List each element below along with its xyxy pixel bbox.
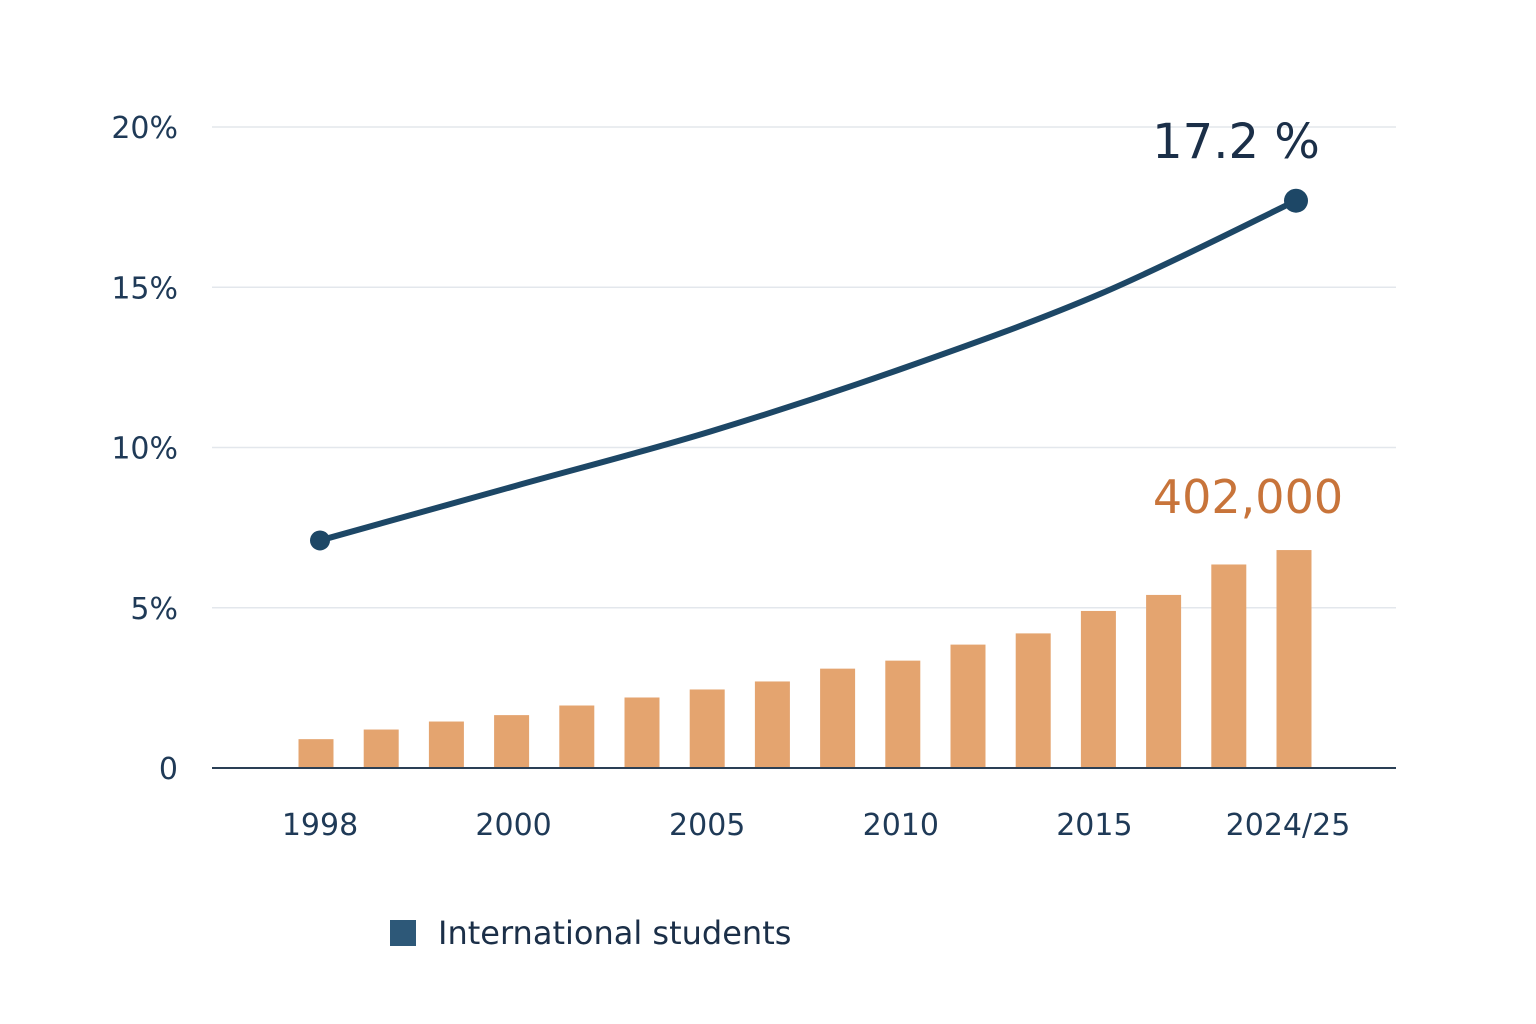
line-end-label: 17.2 % (1152, 114, 1320, 170)
annotations: 17.2 % 402,000 (1152, 114, 1343, 524)
y-tick-label: 15% (111, 271, 178, 306)
legend: International students (390, 914, 791, 952)
y-tick-label: 0 (159, 752, 178, 787)
bar (1015, 633, 1051, 768)
x-axis-labels: 1998 2000 2005 2010 2015 2024/25 (282, 808, 1351, 843)
x-tick-label: 2010 (863, 808, 939, 843)
bar-series (298, 550, 1312, 768)
bar-end-label: 402,000 (1153, 470, 1343, 524)
bar (1276, 550, 1312, 768)
line-start-point (310, 530, 330, 551)
bar (1146, 594, 1182, 768)
bar (494, 715, 530, 768)
y-axis-labels: 0 5% 10% 15% 20% (111, 111, 178, 787)
bar (298, 739, 334, 768)
legend-swatch (390, 920, 416, 946)
bar (950, 644, 986, 768)
bar (885, 660, 921, 768)
x-tick-label: 2015 (1056, 808, 1132, 843)
bar (559, 705, 595, 768)
y-tick-label: 5% (130, 592, 178, 627)
x-tick-label: 2024/25 (1226, 808, 1351, 843)
line-path (317, 197, 1299, 544)
bar (1080, 610, 1116, 768)
bar (1211, 564, 1247, 768)
gridlines (212, 126, 1396, 609)
bar (754, 681, 790, 768)
bar (689, 689, 725, 768)
line-end-point (1284, 188, 1308, 213)
bar (428, 721, 464, 768)
y-tick-label: 10% (111, 432, 178, 467)
bar (363, 729, 399, 768)
x-tick-label: 1998 (282, 808, 358, 843)
bar (820, 668, 856, 768)
x-tick-label: 2000 (475, 808, 551, 843)
legend-label: International students (438, 914, 792, 952)
bar (624, 697, 660, 768)
line-series (310, 188, 1308, 551)
y-tick-label: 20% (111, 111, 178, 146)
x-tick-label: 2005 (669, 808, 745, 843)
